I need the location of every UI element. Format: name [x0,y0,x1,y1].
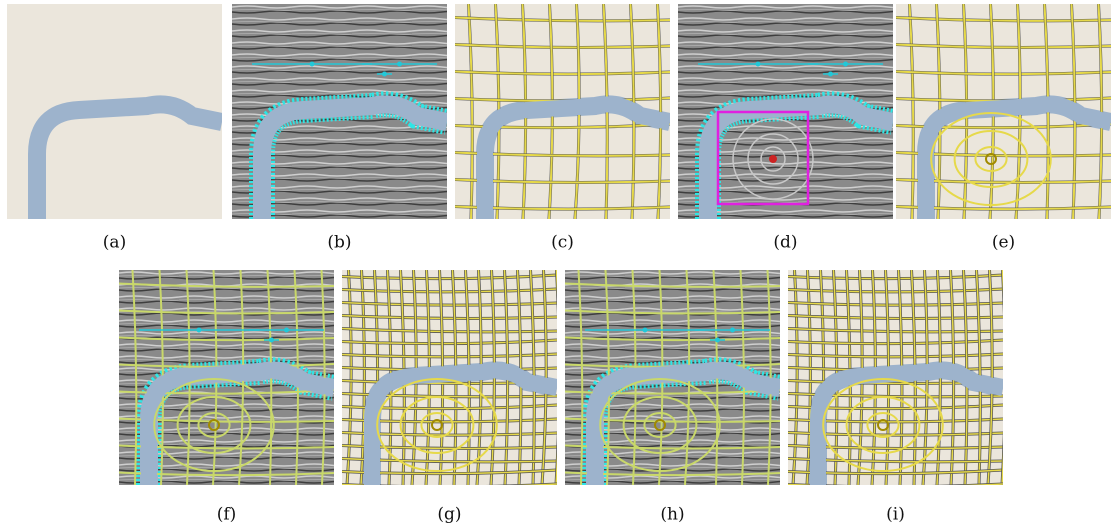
panel-caption: (f) [217,505,237,525]
panel-caption: (g) [437,505,461,525]
handle [715,338,720,343]
panel-caption: (e) [992,233,1015,253]
panel-caption: (d) [773,233,797,253]
panel [455,4,670,219]
handle [756,62,761,67]
panel [788,270,1005,487]
handle [843,62,848,67]
panel [896,4,1111,219]
panel-caption: (a) [103,233,126,253]
handle [310,62,315,67]
panel-caption: (b) [327,233,351,253]
handle [730,328,735,333]
handle [197,328,202,333]
figure: (a) (b) (c) (d) (e) (f) (g) (h) (i) [0,0,1112,527]
handle [397,62,402,67]
panel [342,270,559,487]
panel [232,4,447,219]
panel-caption: (h) [660,505,684,525]
handle [284,328,289,333]
panel [7,4,222,219]
handle [828,72,833,77]
handle [643,328,648,333]
panel [119,270,334,485]
handle [269,338,274,343]
panel [565,270,780,485]
panel-caption: (c) [551,233,574,253]
handle [382,72,387,77]
panel-caption: (i) [886,505,905,525]
singularity [769,155,777,163]
panel [678,4,893,219]
